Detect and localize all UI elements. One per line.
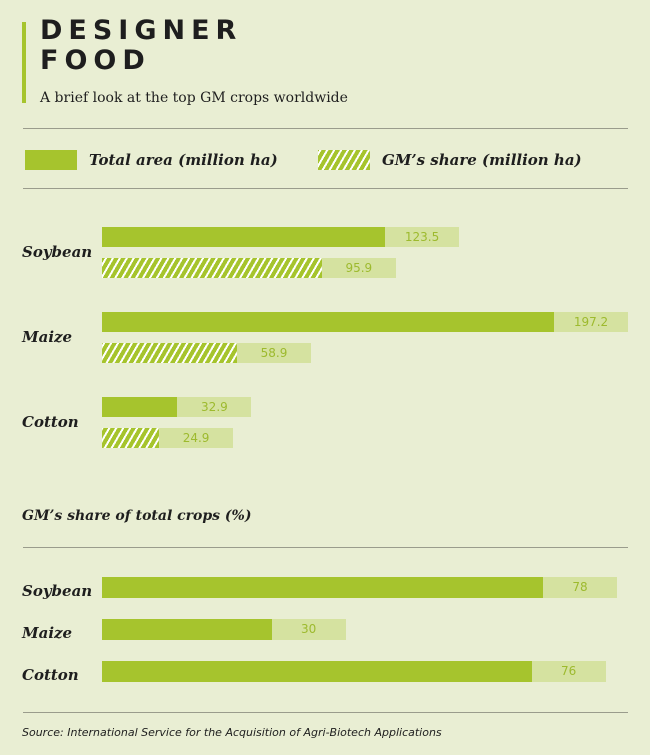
category-label: Soybean xyxy=(22,582,93,600)
total-area-bar: 123.5 xyxy=(102,227,460,247)
gm-share-bar: 24.9 xyxy=(102,428,234,448)
legend-swatch-solid xyxy=(25,150,77,170)
value-label: 58.9 xyxy=(260,346,288,360)
value-label: 123.5 xyxy=(404,230,440,244)
chart2-title: GM’s share of total crops (%) xyxy=(22,508,252,524)
total-area-bar: 197.2 xyxy=(102,312,628,332)
value-label: 197.2 xyxy=(573,315,609,329)
share-bar: 76 xyxy=(102,661,606,682)
accent-bar xyxy=(22,22,26,103)
category-label: Maize xyxy=(22,328,73,346)
title-line-2: FOOD xyxy=(40,45,151,76)
value-label: 24.9 xyxy=(182,431,210,445)
value-label: 32.9 xyxy=(201,400,228,414)
bar-fill xyxy=(102,258,322,278)
legend-swatch-hatched xyxy=(318,150,370,170)
source-note: Source: International Service for the Ac… xyxy=(22,726,442,739)
category-label: Cotton xyxy=(22,666,79,684)
total-area-bar: 32.9 xyxy=(102,397,252,417)
divider xyxy=(23,547,628,548)
legend-gm: GM’s share (million ha) xyxy=(318,150,582,170)
bar-fill xyxy=(102,397,178,417)
page-title: DESIGNER FOOD xyxy=(40,16,242,76)
category-label: Soybean xyxy=(22,243,93,261)
gm-share-bar: 58.9 xyxy=(102,343,311,363)
value-label: 95.9 xyxy=(345,261,373,275)
bar-fill xyxy=(102,577,543,598)
legend-label: Total area (million ha) xyxy=(89,151,278,169)
divider xyxy=(23,128,628,129)
bar-fill xyxy=(102,428,160,448)
legend-label: GM’s share (million ha) xyxy=(382,151,582,169)
bar-fill xyxy=(102,661,532,682)
gm-share-bar: 95.9 xyxy=(102,258,396,278)
category-label: Maize xyxy=(22,624,73,642)
bar-fill xyxy=(102,343,237,363)
divider xyxy=(23,712,628,713)
subtitle: A brief look at the top GM crops worldwi… xyxy=(40,90,348,106)
legend-total: Total area (million ha) xyxy=(25,150,278,170)
bar-fill xyxy=(102,227,386,247)
value-label: 76 xyxy=(561,664,577,678)
divider xyxy=(23,188,628,189)
bar-fill xyxy=(102,619,272,640)
category-label: Cotton xyxy=(22,413,79,431)
share-bar: 78 xyxy=(102,577,617,598)
bar-fill xyxy=(102,312,554,332)
value-label: 30 xyxy=(300,622,317,636)
title-line-1: DESIGNER xyxy=(40,15,243,46)
value-label: 78 xyxy=(572,580,588,594)
share-bar: 30 xyxy=(102,619,346,640)
